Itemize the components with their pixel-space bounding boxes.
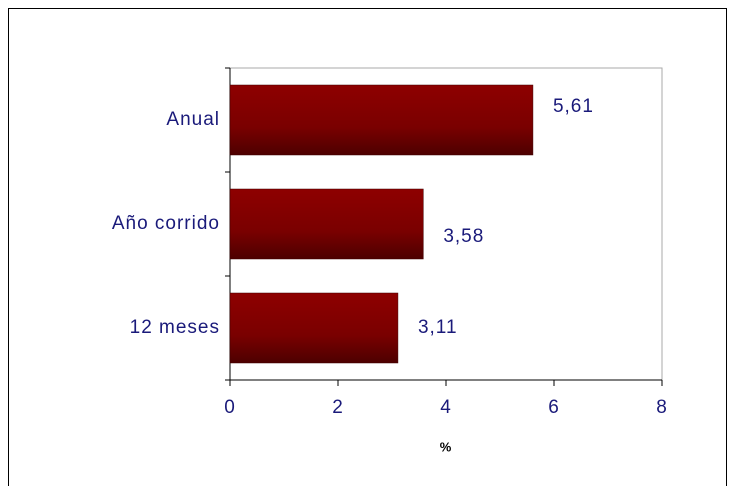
x-tick-label: 8 bbox=[656, 397, 668, 418]
x-tick-label: 0 bbox=[224, 397, 236, 418]
value-label: 5,61 bbox=[553, 96, 594, 117]
x-tick-label: 4 bbox=[440, 397, 452, 418]
x-axis-label: % bbox=[440, 439, 453, 454]
value-label: 3,11 bbox=[418, 317, 458, 338]
y-tick-label: Anual bbox=[166, 109, 220, 130]
bar bbox=[229, 188, 424, 260]
bar bbox=[229, 84, 534, 156]
x-tick-label: 2 bbox=[332, 397, 344, 418]
y-tick-label: 12 meses bbox=[130, 317, 220, 338]
x-tick-label: 6 bbox=[548, 397, 560, 418]
value-label: 3,58 bbox=[443, 226, 484, 247]
bar bbox=[229, 292, 399, 364]
y-tick-label: Año corrido bbox=[112, 213, 220, 234]
frame bbox=[8, 8, 727, 486]
